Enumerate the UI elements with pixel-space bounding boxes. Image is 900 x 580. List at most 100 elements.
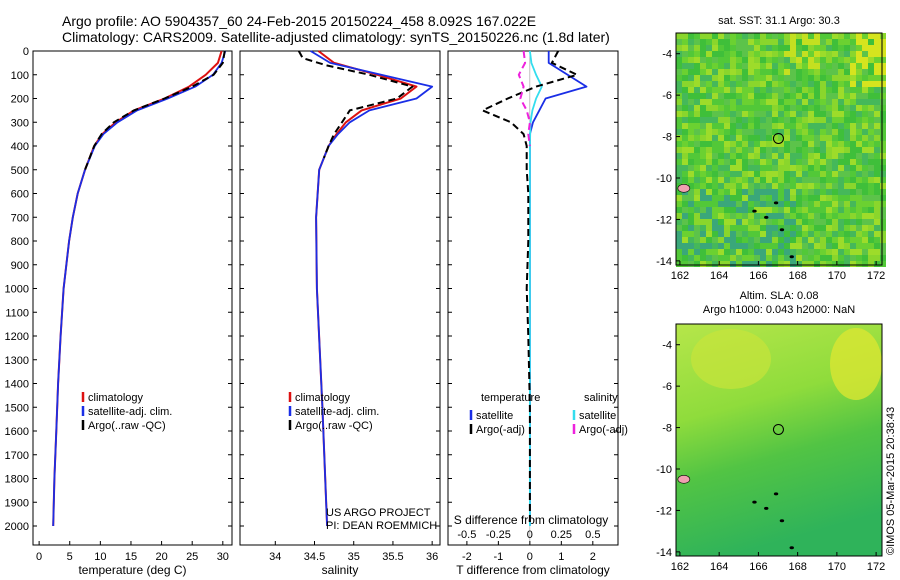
- sst-cell: [814, 213, 820, 219]
- island-shape: [752, 209, 757, 213]
- sst-cell: [880, 75, 886, 81]
- sst-cell: [736, 171, 742, 177]
- sst-cell: [808, 111, 814, 117]
- sst-cell: [868, 243, 874, 249]
- sst-cell: [760, 117, 766, 123]
- sst-cell: [874, 255, 880, 261]
- sst-cell: [850, 33, 856, 39]
- sst-cell: [796, 129, 802, 135]
- y-tick-label: 1500: [5, 402, 29, 414]
- island-shape: [677, 184, 691, 193]
- sst-cell: [754, 171, 760, 177]
- sst-cell: [796, 69, 802, 75]
- sst-cell: [802, 159, 808, 165]
- sst-cell: [844, 201, 850, 207]
- sst-cell: [724, 147, 730, 153]
- y-tick-label: 1100: [5, 307, 29, 319]
- sst-cell: [862, 243, 868, 249]
- sst-cell: [694, 243, 700, 249]
- sst-cell: [850, 159, 856, 165]
- sst-cell: [706, 63, 712, 69]
- sst-cell: [682, 207, 688, 213]
- sst-cell: [820, 219, 826, 225]
- sst-cell: [760, 135, 766, 141]
- sst-cell: [820, 63, 826, 69]
- sst-cell: [700, 243, 706, 249]
- sst-cell: [880, 147, 886, 153]
- sst-cell: [682, 99, 688, 105]
- sst-cell: [844, 243, 850, 249]
- sst-cell: [700, 153, 706, 159]
- sst-cell: [790, 213, 796, 219]
- sst-cell: [880, 249, 886, 255]
- sst-cell: [880, 177, 886, 183]
- sst-cell: [718, 243, 724, 249]
- sst-cell: [682, 75, 688, 81]
- map-y-tick-label: -10: [656, 173, 672, 185]
- series-line-salinity-argorawqc: [297, 50, 414, 159]
- sst-cell: [730, 225, 736, 231]
- sst-cell: [856, 171, 862, 177]
- sst-cell: [760, 165, 766, 171]
- sst-cell: [868, 57, 874, 63]
- sst-cell: [802, 261, 808, 267]
- sst-cell: [700, 69, 706, 75]
- sst-cell: [814, 141, 820, 147]
- sst-cell: [862, 249, 868, 255]
- sst-cell: [676, 195, 682, 201]
- sst-cell: [730, 105, 736, 111]
- sst-cell: [694, 231, 700, 237]
- series-line-temperature-satelliteadjclim: [52, 50, 227, 527]
- sst-cell: [778, 63, 784, 69]
- sst-cell: [874, 63, 880, 69]
- sst-cell: [802, 105, 808, 111]
- sst-cell: [850, 213, 856, 219]
- sst-cell: [694, 69, 700, 75]
- sst-cell: [808, 93, 814, 99]
- sst-cell: [814, 105, 820, 111]
- sst-cell: [832, 231, 838, 237]
- sst-cell: [820, 189, 826, 195]
- map-y-tick-label: -6: [662, 90, 672, 102]
- sst-cell: [706, 255, 712, 261]
- sst-cell: [880, 87, 886, 93]
- sst-cell: [796, 39, 802, 45]
- sst-cell: [760, 87, 766, 93]
- sst-cell: [820, 57, 826, 63]
- sst-cell: [778, 195, 784, 201]
- sst-cell: [820, 201, 826, 207]
- sst-cell: [724, 255, 730, 261]
- sst-cell: [742, 249, 748, 255]
- sst-cell: [844, 105, 850, 111]
- sst-cell: [820, 159, 826, 165]
- sst-cell: [730, 45, 736, 51]
- sst-cell: [814, 147, 820, 153]
- sst-cell: [844, 255, 850, 261]
- sst-cell: [862, 183, 868, 189]
- sst-cell: [844, 147, 850, 153]
- sst-cell: [724, 171, 730, 177]
- sst-cell: [760, 105, 766, 111]
- sst-cell: [820, 69, 826, 75]
- sst-cell: [796, 237, 802, 243]
- sst-cell: [736, 81, 742, 87]
- sst-cell: [796, 171, 802, 177]
- sst-cell: [790, 189, 796, 195]
- sst-cell: [796, 207, 802, 213]
- sst-cell: [826, 225, 832, 231]
- sst-cell: [700, 99, 706, 105]
- sst-cell: [826, 111, 832, 117]
- sst-cell: [736, 93, 742, 99]
- sst-cell: [766, 93, 772, 99]
- sst-cell: [880, 225, 886, 231]
- sst-cell: [784, 207, 790, 213]
- sst-cell: [856, 57, 862, 63]
- sst-cell: [862, 105, 868, 111]
- map-y-tick-label: -14: [656, 256, 672, 268]
- sst-cell: [856, 165, 862, 171]
- sst-cell: [718, 99, 724, 105]
- sst-cell: [724, 177, 730, 183]
- island-shape: [789, 255, 794, 259]
- sst-cell: [814, 159, 820, 165]
- sst-cell: [856, 249, 862, 255]
